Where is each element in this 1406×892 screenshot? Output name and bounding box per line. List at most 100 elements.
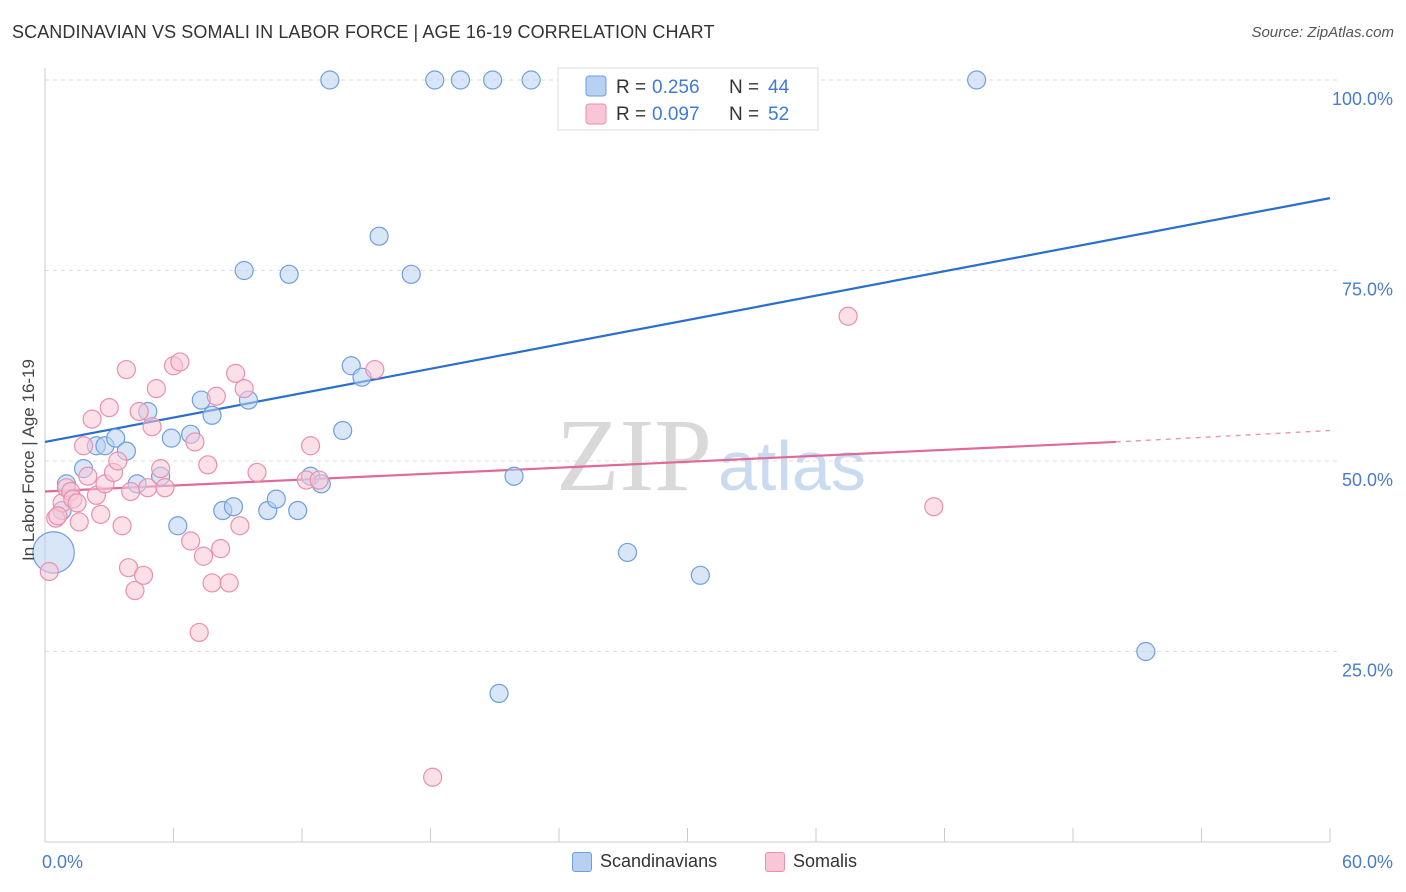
- somalis-point: [234, 379, 254, 399]
- somalis-point: [142, 417, 162, 437]
- somalis-point: [300, 436, 321, 456]
- somalis-point: [924, 497, 944, 517]
- scandinavians-point: [489, 683, 509, 704]
- somalis-point: [185, 432, 205, 452]
- watermark: ZIP atlas: [556, 398, 866, 513]
- x-tick-label: 0.0%: [42, 852, 83, 872]
- somalis-point: [309, 470, 329, 490]
- legend-n-label: N =: [729, 104, 759, 125]
- somalis-point: [118, 558, 139, 578]
- scandinavians-point: [425, 70, 445, 90]
- somalis-point: [423, 767, 443, 787]
- legend-item-scandinavians[interactable]: Scandinavians: [572, 851, 717, 872]
- somalis-point: [151, 459, 171, 479]
- somalis-point: [838, 306, 858, 326]
- somalis-point: [116, 359, 136, 380]
- scandinavians-point: [1136, 641, 1156, 662]
- somalis-point: [99, 398, 119, 418]
- somalis-point: [230, 516, 250, 536]
- somalis-point: [219, 573, 239, 593]
- somalis-point: [121, 481, 141, 502]
- somalis-point: [125, 580, 145, 601]
- chart-title: SCANDINAVIAN VS SOMALI IN LABOR FORCE | …: [12, 22, 715, 42]
- scandinavians-point: [333, 420, 353, 441]
- legend-r-value: 0.097: [652, 104, 700, 125]
- somalis-point: [170, 352, 190, 372]
- legend-n-value: 44: [768, 77, 790, 98]
- somalis-trend-line: [44, 440, 1116, 493]
- scandinavians-point: [504, 466, 524, 486]
- scandinavians-swatch: [572, 851, 592, 872]
- trend-lines: [44, 197, 1331, 493]
- somalis-swatch: [765, 851, 785, 872]
- axes: [44, 68, 1331, 843]
- somalis-point: [181, 531, 201, 551]
- x-tick-labels: 0.0% 60.0%: [42, 852, 1393, 872]
- scandinavians-point: [161, 428, 181, 448]
- scandinavians-point: [369, 226, 389, 246]
- legend-r-value: 0.256: [652, 77, 700, 98]
- scandinavians-point: [202, 405, 222, 425]
- watermark-zip: ZIP: [556, 398, 712, 513]
- somalis-point: [48, 506, 68, 526]
- somalis-trend-extension: [1115, 429, 1331, 443]
- legend-box: R = 0.256 N = 44 R = 0.097 N = 52: [557, 67, 819, 131]
- scandinavians-point: [279, 264, 299, 284]
- y-tick-label: 25.0%: [1342, 661, 1393, 681]
- legend-item-somalis[interactable]: Somalis: [765, 851, 857, 872]
- legend-r-label: R =: [616, 77, 646, 98]
- somalis-point: [82, 409, 102, 429]
- somalis-point: [108, 451, 128, 471]
- legend-n-value: 52: [768, 104, 789, 125]
- somalis-point: [91, 504, 111, 524]
- scandinavians-point: [521, 70, 541, 90]
- somalis-point: [247, 462, 267, 483]
- scandinavians-point: [450, 70, 471, 90]
- x-tick-label: 60.0%: [1342, 852, 1393, 872]
- scandinavians-point: [106, 428, 126, 448]
- somalis-point: [198, 455, 218, 475]
- legend-label-scandinavians: Scandinavians: [600, 851, 718, 871]
- scandinavians-point: [288, 500, 308, 521]
- somalis-point: [129, 401, 149, 422]
- somalis-point: [73, 436, 94, 456]
- somalis-point: [202, 573, 222, 593]
- legend-swatch-somalis: [585, 103, 607, 125]
- somalis-point: [67, 493, 87, 513]
- scandinavians-point: [234, 260, 254, 281]
- scandinavians-point: [690, 565, 710, 585]
- watermark-atlas: atlas: [718, 427, 866, 505]
- somalis-point: [193, 546, 214, 566]
- scandinavians-trend-line: [44, 197, 1331, 444]
- somalis-point: [226, 363, 246, 383]
- scandinavians-point: [320, 70, 340, 90]
- scandinavians-point: [168, 516, 188, 536]
- somalis-point: [365, 359, 385, 380]
- y-tick-label: 75.0%: [1342, 280, 1393, 300]
- scandinavians-point: [967, 70, 987, 90]
- somalis-point: [112, 516, 132, 536]
- scandinavians-point: [483, 70, 503, 90]
- legend-r-label: R =: [616, 104, 646, 125]
- scandinavians-point: [266, 489, 286, 509]
- scandinavians-point: [617, 542, 638, 563]
- bottom-legend: Scandinavians Somalis: [0, 851, 1406, 881]
- somalis-point: [189, 622, 209, 643]
- legend-label-somalis: Somalis: [793, 851, 858, 871]
- somalis-point: [78, 466, 98, 486]
- legend-n-label: N =: [729, 77, 759, 98]
- data-points: [32, 70, 1156, 787]
- y-tick-label: 100.0%: [1332, 89, 1393, 109]
- somalis-point: [206, 386, 226, 406]
- source-credit: Source: ZipAtlas.com: [1251, 24, 1394, 41]
- somalis-point: [39, 561, 59, 582]
- somalis-point: [138, 478, 158, 498]
- y-axis-label: In Labor Force | Age 16-19: [19, 359, 38, 561]
- scandinavians-point: [223, 497, 244, 517]
- somalis-point: [133, 565, 154, 585]
- somalis-point: [211, 539, 231, 559]
- somalis-point: [146, 379, 166, 399]
- y-tick-labels: 25.0% 50.0% 75.0% 100.0%: [1332, 89, 1393, 681]
- scandinavians-point: [401, 264, 421, 284]
